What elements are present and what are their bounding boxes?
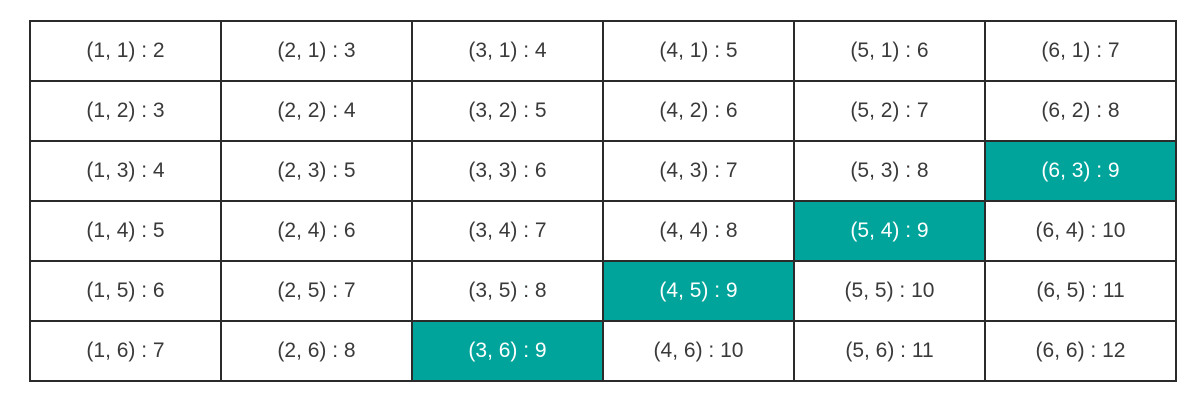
grid-row: (1, 4) : 5 (2, 4) : 6 (3, 4) : 7 (4, 4) : 8… (29, 200, 1177, 262)
grid-cell: (5, 3) : 8 (793, 140, 986, 202)
grid-cell: (6, 2) : 8 (984, 80, 1177, 142)
grid-cell: (6, 1) : 7 (984, 20, 1177, 82)
outcome-table-body: (1, 1) : 2 (2, 1) : 3 (3, 1) : 4 (4, 1) : 5… (29, 20, 1177, 382)
grid-cell: (4, 3) : 7 (602, 140, 795, 202)
grid-cell: (4, 6) : 10 (602, 320, 795, 382)
outcome-table: (1, 1) : 2 (2, 1) : 3 (3, 1) : 4 (4, 1) : 5… (29, 20, 1177, 382)
grid-row: (1, 6) : 7 (2, 6) : 8 (3, 6) : 9 (4, 6) : 1… (29, 320, 1177, 382)
grid-cell: (6, 4) : 10 (984, 200, 1177, 262)
grid-cell: (1, 6) : 7 (29, 320, 222, 382)
grid-cell: (5, 5) : 10 (793, 260, 986, 322)
grid-cell: (5, 2) : 7 (793, 80, 986, 142)
grid-row: (1, 2) : 3 (2, 2) : 4 (3, 2) : 5 (4, 2) : 6… (29, 80, 1177, 142)
grid-cell: (4, 1) : 5 (602, 20, 795, 82)
grid-cell-highlighted: (3, 6) : 9 (411, 320, 604, 382)
grid-cell: (5, 6) : 11 (793, 320, 986, 382)
grid-cell: (2, 4) : 6 (220, 200, 413, 262)
grid-cell: (1, 2) : 3 (29, 80, 222, 142)
grid-row: (1, 1) : 2 (2, 1) : 3 (3, 1) : 4 (4, 1) : 5… (29, 20, 1177, 82)
grid-cell: (2, 1) : 3 (220, 20, 413, 82)
grid-cell: (1, 5) : 6 (29, 260, 222, 322)
grid-cell: (2, 2) : 4 (220, 80, 413, 142)
grid-cell: (2, 6) : 8 (220, 320, 413, 382)
grid-cell-highlighted: (6, 3) : 9 (984, 140, 1177, 202)
grid-cell: (5, 1) : 6 (793, 20, 986, 82)
grid-cell-highlighted: (5, 4) : 9 (793, 200, 986, 262)
grid-cell: (2, 3) : 5 (220, 140, 413, 202)
grid-cell: (3, 2) : 5 (411, 80, 604, 142)
grid-cell: (6, 6) : 12 (984, 320, 1177, 382)
grid-cell: (6, 5) : 11 (984, 260, 1177, 322)
grid-cell: (1, 4) : 5 (29, 200, 222, 262)
grid-cell: (3, 5) : 8 (411, 260, 604, 322)
dice-sum-grid: (1, 1) : 2 (2, 1) : 3 (3, 1) : 4 (4, 1) : 5… (29, 20, 1177, 382)
grid-cell: (4, 2) : 6 (602, 80, 795, 142)
grid-cell: (3, 1) : 4 (411, 20, 604, 82)
grid-cell: (3, 4) : 7 (411, 200, 604, 262)
grid-cell: (1, 3) : 4 (29, 140, 222, 202)
grid-cell: (3, 3) : 6 (411, 140, 604, 202)
grid-cell: (4, 4) : 8 (602, 200, 795, 262)
grid-cell: (1, 1) : 2 (29, 20, 222, 82)
grid-row: (1, 5) : 6 (2, 5) : 7 (3, 5) : 8 (4, 5) : 9… (29, 260, 1177, 322)
grid-row: (1, 3) : 4 (2, 3) : 5 (3, 3) : 6 (4, 3) : 7… (29, 140, 1177, 202)
grid-cell: (2, 5) : 7 (220, 260, 413, 322)
grid-cell-highlighted: (4, 5) : 9 (602, 260, 795, 322)
